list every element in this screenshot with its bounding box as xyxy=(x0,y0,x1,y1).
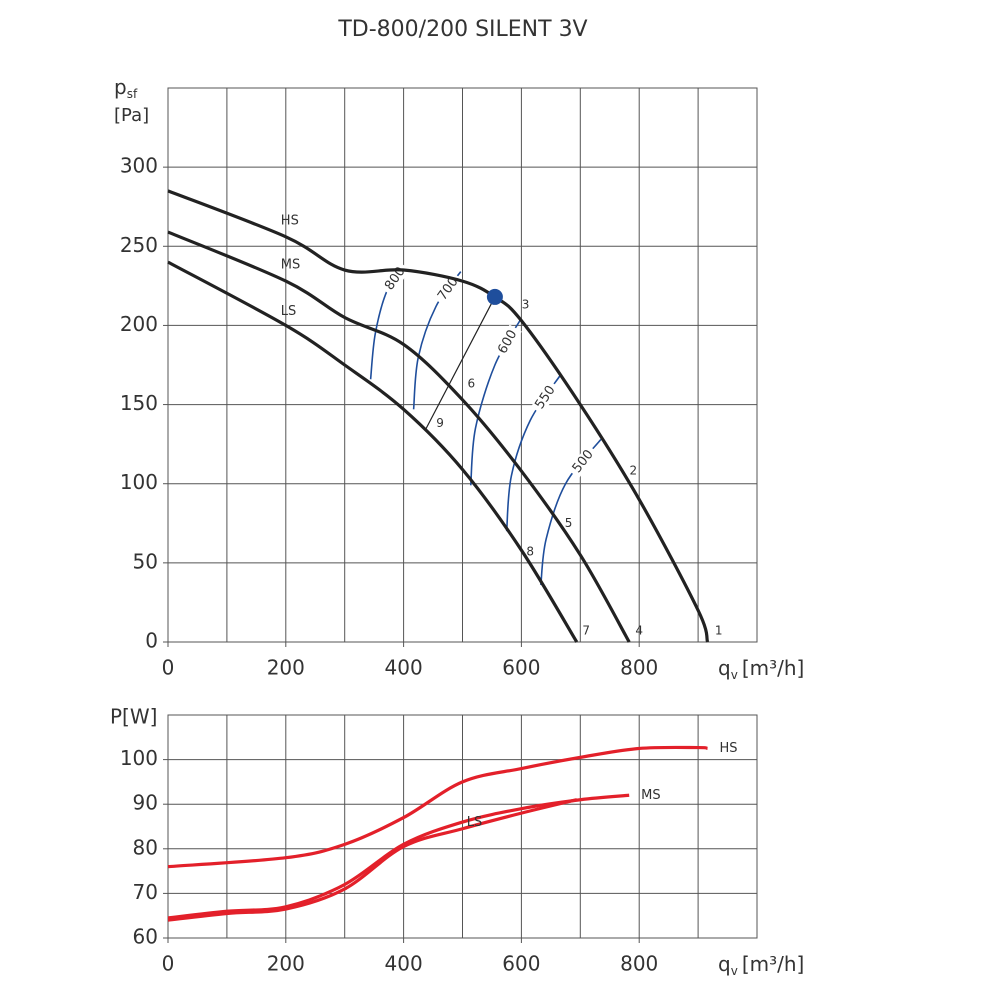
x-tick-label: 0 xyxy=(162,952,175,976)
curve xyxy=(167,798,578,922)
curve-number: 8 xyxy=(526,544,534,558)
y-axis-label: psf xyxy=(114,75,138,101)
x-tick-label: 200 xyxy=(267,656,305,680)
curve-number: 9 xyxy=(436,416,444,430)
y-tick-label: 150 xyxy=(120,391,158,415)
x-label-unit: [m³/h] xyxy=(742,656,805,680)
iso-label-bg xyxy=(493,324,522,360)
y-tick-label: 70 xyxy=(133,880,158,904)
series-label: MS xyxy=(281,258,300,273)
x-tick-label: 800 xyxy=(620,656,658,680)
y-axis-label: P[W] xyxy=(110,705,157,729)
curve-number: 1 xyxy=(715,623,723,637)
curve-number: 3 xyxy=(522,297,530,311)
y-tick-label: 90 xyxy=(133,791,158,815)
chart-title: TD-800/200 SILENT 3V xyxy=(337,17,587,42)
iso-label-bg xyxy=(530,380,561,415)
curve-number: 5 xyxy=(565,516,573,530)
curve xyxy=(167,260,579,643)
x-label-subscript: v xyxy=(731,964,738,978)
y-tick-label: 300 xyxy=(120,154,158,178)
y-tick-label: 60 xyxy=(133,925,158,949)
series-label: MS xyxy=(641,788,660,803)
y-axis-unit: [Pa] xyxy=(114,105,149,126)
x-label-unit: [m³/h] xyxy=(742,952,805,976)
series-label: LS xyxy=(467,815,483,830)
x-tick-label: 400 xyxy=(385,952,423,976)
y-tick-label: 250 xyxy=(120,233,158,257)
curve xyxy=(167,745,709,869)
duty-point xyxy=(486,288,503,305)
curve-number: 2 xyxy=(629,464,637,478)
y-tick-label: 100 xyxy=(120,470,158,494)
duty-line xyxy=(424,296,496,431)
x-tick-label: 400 xyxy=(385,656,423,680)
curve xyxy=(167,793,630,920)
y-label-subscript: sf xyxy=(127,87,138,101)
plot-frame xyxy=(167,714,758,939)
x-tick-label: 600 xyxy=(502,656,540,680)
x-tick-label: 800 xyxy=(620,952,658,976)
curve-number: 7 xyxy=(582,623,590,637)
x-tick-label: 0 xyxy=(162,656,175,680)
x-label-subscript: v xyxy=(731,668,738,682)
plot-frame xyxy=(167,87,758,643)
iso-label-bg xyxy=(567,444,599,479)
y-label-symbol: p xyxy=(114,75,127,99)
y-tick-label: 200 xyxy=(120,312,158,336)
x-axis-label: qv [m³/h] xyxy=(718,656,804,682)
series-label: LS xyxy=(281,304,297,319)
x-label-symbol: q xyxy=(718,952,731,976)
curve-number: 6 xyxy=(468,376,476,390)
x-label-symbol: q xyxy=(718,656,731,680)
x-axis-label: qv [m³/h] xyxy=(718,952,804,978)
y-tick-label: 100 xyxy=(120,746,158,770)
series-label: HS xyxy=(281,213,299,228)
y-tick-label: 50 xyxy=(133,549,158,573)
curve-number: 4 xyxy=(635,623,643,637)
series-label: HS xyxy=(720,741,738,756)
x-tick-label: 200 xyxy=(267,952,305,976)
y-tick-label: 0 xyxy=(145,629,158,653)
y-tick-label: 80 xyxy=(133,835,158,859)
x-tick-label: 600 xyxy=(502,952,540,976)
curve xyxy=(167,230,631,643)
